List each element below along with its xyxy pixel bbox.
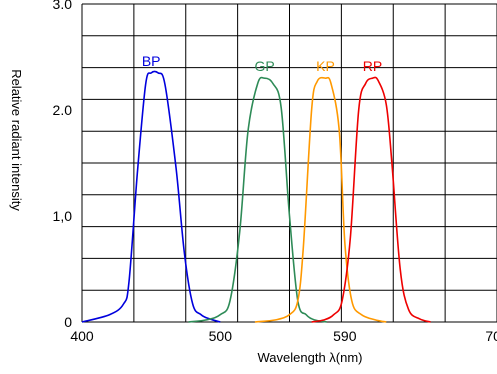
series-label-gp: GP xyxy=(254,58,274,74)
chart-grid xyxy=(81,3,497,323)
series-line-kp xyxy=(254,76,387,323)
series-label-rp: RP xyxy=(363,58,382,74)
x-axis-ticks: 400 500 590 700 xyxy=(70,328,497,344)
series-line-bp xyxy=(81,70,221,323)
x-axis-label: Wavelength λ(nm) xyxy=(258,350,363,365)
chart-series: BP GP KP RP xyxy=(81,53,431,323)
series-label-kp: KP xyxy=(316,58,335,74)
x-tick-label: 590 xyxy=(333,328,357,344)
x-tick-label: 700 xyxy=(485,328,497,344)
series-line-rp xyxy=(311,76,431,323)
y-tick-label: 0 xyxy=(64,314,72,330)
y-tick-label: 3.0 xyxy=(53,0,73,12)
series-label-bp: BP xyxy=(142,53,161,69)
series-line-gp xyxy=(188,76,328,323)
y-axis-label: Relative radiant intensity xyxy=(9,69,24,211)
x-tick-label: 500 xyxy=(209,328,233,344)
y-axis-ticks: 0 1,0 2.0 3.0 xyxy=(53,0,73,330)
y-tick-label: 2.0 xyxy=(53,102,73,118)
y-tick-label: 1,0 xyxy=(53,208,73,224)
x-tick-label: 400 xyxy=(70,328,94,344)
